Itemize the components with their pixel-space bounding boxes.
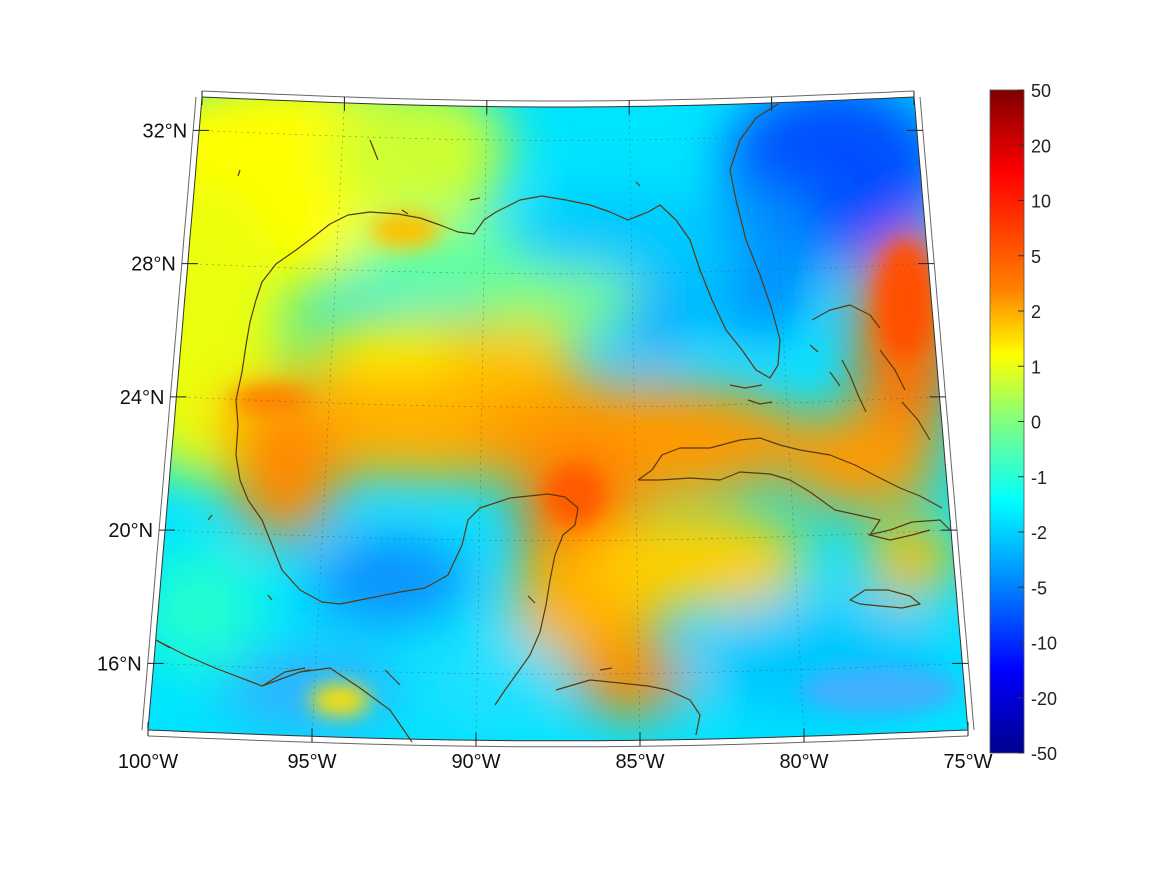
coastline-jamaica <box>849 589 921 609</box>
colorbar-tick-label: 2 <box>1031 302 1041 322</box>
lat-tick-label: 24°N <box>120 387 165 409</box>
lon-tick-label: 90°W <box>451 751 500 773</box>
data-field <box>148 97 968 741</box>
colorbar-tick-label: -5 <box>1031 578 1047 598</box>
coastline-hispaniola <box>867 519 951 536</box>
coastline-honduras <box>555 679 701 736</box>
map-border-outer-top <box>201 90 915 102</box>
coastline-gulf <box>155 639 413 743</box>
colorbar-tick-label: 5 <box>1031 247 1041 267</box>
lon-tick-label: 80°W <box>779 751 828 773</box>
coastline-bahamas <box>809 304 931 441</box>
parallel-line <box>165 529 951 542</box>
graticule <box>153 102 963 741</box>
colorbar-tick-label: -2 <box>1031 523 1047 543</box>
coastline-keys <box>729 384 773 405</box>
colorbar-tick-label: 0 <box>1031 413 1041 433</box>
lat-tick-label: 32°N <box>142 120 187 142</box>
map-ticks <box>147 91 969 747</box>
colorbar-tick-label: 50 <box>1031 81 1051 101</box>
coastline-mexico-texas <box>235 103 781 603</box>
lat-tick-labels: 16°N 20°N 24°N 28°N 32°N <box>97 120 187 675</box>
meridian-line <box>475 106 488 741</box>
meridian-line <box>771 102 805 737</box>
colorbar-tick-label: -50 <box>1031 744 1057 764</box>
lon-tick-label: 100°W <box>118 751 178 773</box>
lat-tick-label: 28°N <box>131 254 176 276</box>
coastline-islands <box>207 139 641 686</box>
colorbar-tick-label: -10 <box>1031 634 1057 654</box>
colorbar-tick-label: -20 <box>1031 689 1057 709</box>
meridian-line <box>311 102 345 737</box>
lon-tick-labels: 100°W 95°W 90°W 85°W 80°W 75°W <box>118 751 993 773</box>
map-border-outer-bottom <box>147 735 969 748</box>
coastlines <box>155 103 951 743</box>
coastline-cuba <box>637 437 943 541</box>
colorbar-tick-label: 20 <box>1031 136 1051 156</box>
colorbar-tick-label: -1 <box>1031 468 1047 488</box>
lat-tick-label: 20°N <box>108 520 153 542</box>
lat-tick-label: 16°N <box>97 653 142 675</box>
colorbar-tick-label: 1 <box>1031 357 1041 377</box>
lon-tick-label: 95°W <box>287 751 336 773</box>
coastline-yucatan-south <box>321 493 579 706</box>
meridian-line <box>628 106 641 741</box>
parallel-line <box>176 396 940 408</box>
lon-tick-label: 85°W <box>615 751 664 773</box>
colorbar-tick-label: 10 <box>1031 192 1051 212</box>
map-border-outer-left <box>141 96 197 731</box>
coastline-pacific <box>155 639 306 687</box>
lon-tick-label: 75°W <box>943 751 992 773</box>
map-border-outer-right <box>919 96 975 731</box>
